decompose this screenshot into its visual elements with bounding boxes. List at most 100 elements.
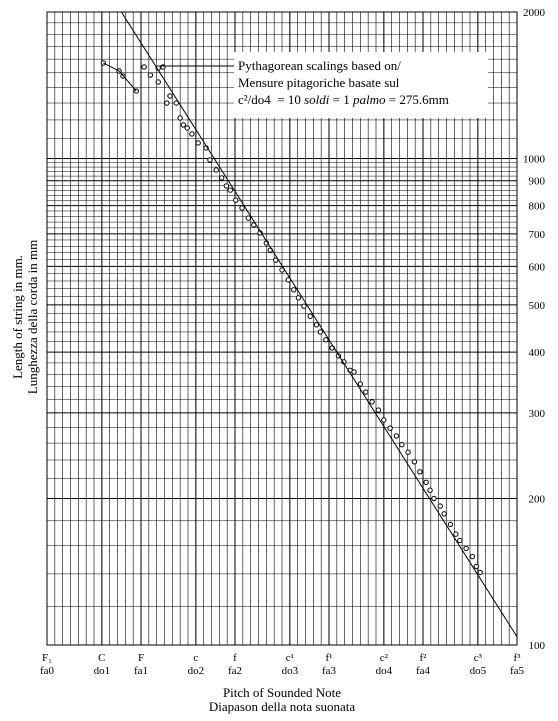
data-point: [317, 329, 324, 335]
data-point: [147, 72, 154, 78]
data-point: [313, 322, 320, 328]
data-point: [189, 131, 195, 137]
labels: 100 200 300 400 500 600 700 800 900 1000 2000 F₁fa0…: [10, 7, 546, 714]
data-point: [177, 115, 183, 121]
data-point: [363, 389, 369, 395]
y-axis-title: Lunghezza della corda in mm: [25, 240, 40, 395]
x-tick-label: f: [233, 652, 237, 664]
data-point: [423, 479, 429, 485]
data-point: [218, 175, 225, 181]
y-tick-label: 100: [529, 640, 546, 652]
x-tick-sublabel: do3: [282, 665, 299, 677]
annotation-text: Mensure pitagoriche basate sul: [238, 75, 400, 90]
y-tick-label: 700: [529, 229, 546, 241]
formula-part: soldi: [304, 92, 330, 107]
annotation-text: Pythagorean scalings based on/: [238, 58, 401, 73]
data-point: [381, 417, 387, 423]
data-point: [453, 531, 459, 537]
series-line: [120, 11, 518, 637]
data-point: [291, 287, 297, 293]
formula-part: palmo: [352, 92, 386, 107]
data-point: [227, 187, 234, 193]
x-axis-title: Diapason della nota suonata: [209, 699, 355, 714]
x-tick-label: c³: [474, 652, 483, 664]
data-point: [184, 125, 190, 131]
data-point: [295, 295, 302, 301]
data-point: [207, 157, 213, 163]
data-point: [301, 303, 307, 309]
data-point: [447, 521, 454, 528]
plot-frame: [46, 11, 518, 646]
data-point: [173, 100, 179, 106]
x-axis-title: Pitch of Sounded Note: [223, 685, 341, 700]
x-tick-label: c¹: [286, 652, 294, 664]
x-tick-sublabel: do5: [470, 665, 487, 677]
y-tick-label: 500: [529, 300, 546, 312]
y-tick-label: 600: [529, 261, 546, 273]
series-line: [103, 62, 137, 92]
y-tick-label: 400: [529, 347, 546, 359]
data-point: [323, 337, 329, 343]
x-tick-sublabel: fa2: [228, 665, 242, 677]
x-tick-label: f³: [514, 652, 522, 664]
data-point: [405, 449, 411, 455]
data-point: [155, 79, 161, 85]
x-tick-sublabel: fa1: [134, 665, 148, 677]
data-point: [213, 167, 219, 173]
data-point: [233, 197, 239, 203]
y-tick-label: 300: [529, 408, 546, 420]
data-point: [223, 183, 230, 189]
data-point: [375, 407, 382, 413]
y-tick-label: 2000: [523, 7, 546, 19]
data-point: [463, 545, 469, 552]
data-point: [273, 257, 279, 263]
data-point: [245, 215, 252, 221]
data-point: [167, 93, 173, 99]
data-point: [469, 553, 476, 560]
data-point: [457, 537, 463, 544]
x-tick-label: f¹: [326, 652, 333, 664]
x-tick-label: C: [98, 652, 105, 664]
formula-part: = 1: [329, 92, 353, 107]
marks: [100, 11, 518, 637]
data-point: [180, 122, 187, 128]
x-tick-label: f²: [420, 652, 428, 664]
formula-part: c²/do4 = 10: [238, 92, 304, 107]
formula-part: = 275.6mm: [386, 92, 449, 107]
x-tick-label: c: [193, 652, 198, 664]
x-tick-sublabel: fa3: [322, 665, 337, 677]
data-point: [369, 399, 375, 405]
data-point: [437, 503, 443, 509]
data-point: [431, 495, 437, 502]
data-point: [473, 563, 479, 570]
x-tick-sublabel: do4: [376, 665, 393, 677]
data-point: [393, 433, 400, 439]
y-tick-label: 1000: [523, 153, 546, 165]
data-point: [351, 369, 357, 375]
data-point: [141, 64, 147, 70]
grid: [46, 11, 518, 646]
x-tick-label: c²: [380, 652, 389, 664]
data-point: [399, 442, 405, 448]
data-point: [164, 100, 170, 106]
data-point: [357, 381, 364, 387]
annotation-box: [234, 52, 488, 118]
data-point: [441, 511, 447, 517]
x-tick-sublabel: fa5: [510, 665, 525, 677]
x-tick-sublabel: do2: [188, 665, 205, 677]
x-tick-sublabel: fa0: [40, 665, 55, 677]
data-point: [239, 205, 245, 211]
y-tick-label: 900: [529, 176, 546, 188]
data-point: [160, 64, 166, 70]
data-point: [477, 569, 483, 576]
data-point: [387, 425, 393, 431]
y-axis-title: Length of string in mm.: [10, 255, 25, 379]
x-tick-label: F: [138, 652, 144, 664]
x-tick-label: F₁: [42, 652, 52, 664]
data-point: [417, 469, 423, 475]
y-tick-label: 800: [529, 201, 546, 213]
x-tick-sublabel: fa4: [416, 665, 431, 677]
annotation-formula: c²/do4 = 10 soldi = 1 palmo = 275.6mm: [238, 92, 449, 107]
data-point: [307, 313, 313, 319]
